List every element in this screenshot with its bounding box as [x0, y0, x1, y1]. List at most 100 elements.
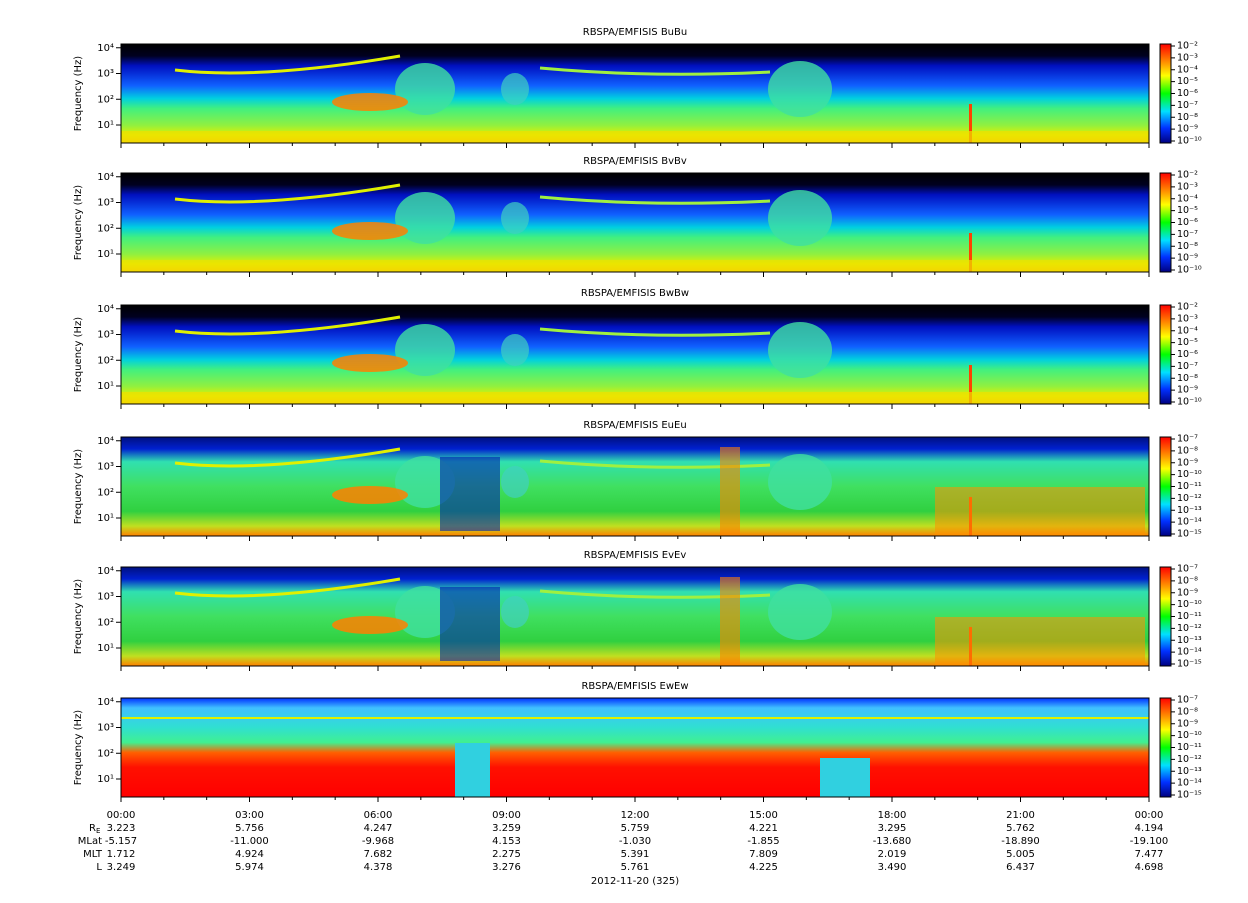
colorbar-tick-label: 10⁻⁹: [1177, 253, 1198, 264]
emission-blob: [768, 584, 832, 640]
emission-band: [539, 327, 771, 337]
colorbar-tick-label: 10⁻¹⁰: [1177, 397, 1202, 408]
ephemeris-value: -19.100: [1130, 836, 1169, 847]
emission-blob: [501, 334, 529, 366]
colorbar-tick-label: 10⁻⁸: [1177, 241, 1198, 252]
ephemeris-value: 7.809: [749, 849, 778, 860]
colorbar-tick-label: 10⁻⁶: [1177, 88, 1198, 99]
colorbar-tick-label: 10⁻¹²: [1177, 754, 1202, 765]
spectrogram: [121, 698, 1149, 797]
emission-blob: [395, 192, 455, 244]
y-tick-label: 10¹: [97, 120, 114, 131]
y-tick-label: 10³: [97, 330, 114, 341]
emission-band: [539, 66, 771, 76]
colorbar-tick-label: 10⁻²: [1177, 302, 1198, 313]
ephemeris-value: 4.924: [235, 849, 264, 860]
colorbar-tick-label: 10⁻¹⁰: [1177, 599, 1202, 610]
colorbar-tick-label: 10⁻¹⁴: [1177, 647, 1202, 658]
ephemeris-name: R: [89, 823, 96, 834]
hiss-blob: [332, 93, 408, 111]
colorbar-tick-label: 10⁻⁴: [1177, 325, 1198, 336]
colorbar-tick-label: 10⁻⁸: [1177, 112, 1198, 123]
emission-blob: [501, 596, 529, 628]
y-tick-label: 10⁴: [97, 172, 114, 183]
colorbar-tick-label: 10⁻⁹: [1177, 124, 1198, 135]
panel-title: RBSPA/EMFISIS EwEw: [581, 681, 688, 692]
ephemeris-value: 3.259: [492, 823, 521, 834]
ephemeris-value: 5.759: [621, 823, 650, 834]
colorbar: [1159, 566, 1172, 667]
hiss-blob: [332, 222, 408, 240]
broadband: [935, 617, 1145, 666]
colorbar-tick-label: 10⁻¹³: [1177, 635, 1202, 646]
ephemeris-value: 7.477: [1135, 849, 1164, 860]
x-tick-label: 03:00: [235, 810, 264, 821]
ephemeris-value: 5.761: [621, 862, 650, 873]
ephemeris-value: -1.030: [619, 836, 651, 847]
colorbar-tick-label: 10⁻³: [1177, 52, 1198, 63]
emission-band: [174, 315, 401, 336]
ephemeris-value: 4.225: [749, 862, 778, 873]
x-tick-label: 12:00: [621, 810, 650, 821]
emission-band: [174, 183, 401, 204]
low-band: [121, 131, 1149, 143]
y-tick-label: 10¹: [97, 381, 114, 392]
y-axis-label: Frequency (Hz): [73, 185, 84, 261]
ephemeris-value: 4.247: [364, 823, 393, 834]
ephemeris-value: 3.223: [107, 823, 136, 834]
panel-title: RBSPA/EMFISIS BvBv: [583, 156, 687, 167]
ephemeris-value: 4.153: [492, 836, 521, 847]
low-band: [121, 260, 1149, 272]
panel-title: RBSPA/EMFISIS EvEv: [584, 550, 687, 561]
y-tick-label: 10¹: [97, 513, 114, 524]
colorbar-tick-label: 10⁻³: [1177, 313, 1198, 324]
spectrogram-background: [121, 305, 1149, 404]
spectrogram-background: [121, 44, 1149, 143]
emission-blob: [395, 63, 455, 115]
colorbar: [1159, 304, 1172, 405]
ephemeris-value: 3.295: [878, 823, 907, 834]
spectrogram: [121, 44, 1149, 143]
emission-band: [174, 54, 401, 75]
colorbar-tick-label: 10⁻⁵: [1177, 205, 1198, 216]
y-tick-label: 10²: [97, 487, 114, 498]
ephemeris-value: 2.019: [878, 849, 907, 860]
spectrogram: [121, 173, 1149, 272]
colorbar-tick-label: 10⁻¹⁵: [1177, 790, 1202, 801]
y-tick-label: 10⁴: [97, 436, 114, 447]
ephemeris-value: -13.680: [873, 836, 912, 847]
colorbar-tick-label: 10⁻¹³: [1177, 766, 1202, 777]
panel-title: RBSPA/EMFISIS EuEu: [583, 420, 686, 431]
ephemeris-value: 5.974: [235, 862, 264, 873]
colorbar-label: amplitude (nT^2/Hz): [1226, 36, 1239, 151]
emission-band: [174, 577, 401, 598]
emission-blob: [768, 61, 832, 117]
emission-blob: [501, 202, 529, 234]
colorbar-tick-label: 10⁻¹¹: [1177, 481, 1202, 492]
y-tick-label: 10¹: [97, 774, 114, 785]
colorbar-label: amplitude (V^2/m^2/Hz): [1226, 678, 1239, 818]
y-tick-label: 10²: [97, 617, 114, 628]
colorbar-tick-label: 10⁻⁹: [1177, 457, 1198, 468]
colorbar-tick-label: 10⁻¹²: [1177, 623, 1202, 634]
x-tick-label: 18:00: [878, 810, 907, 821]
emission-band: [539, 589, 771, 599]
emission-blob: [501, 466, 529, 498]
colorbar-tick-label: 10⁻⁵: [1177, 337, 1198, 348]
dark-region: [440, 457, 500, 531]
y-tick-label: 10⁴: [97, 566, 114, 577]
y-tick-label: 10²: [97, 223, 114, 234]
hiss-blob: [332, 486, 408, 504]
emission-blob: [768, 190, 832, 246]
emission-band: [539, 459, 771, 469]
colorbar-tick-label: 10⁻⁷: [1177, 229, 1198, 240]
ephemeris-value: 4.221: [749, 823, 778, 834]
spike: [969, 233, 972, 272]
ephemeris-subscript: E: [96, 827, 100, 835]
ephemeris-value: 3.249: [107, 862, 136, 873]
colorbar-tick-label: 10⁻¹⁴: [1177, 517, 1202, 528]
colorbar-tick-label: 10⁻¹³: [1177, 505, 1202, 516]
colorbar-tick-label: 10⁻¹¹: [1177, 611, 1202, 622]
y-tick-label: 10³: [97, 462, 114, 473]
